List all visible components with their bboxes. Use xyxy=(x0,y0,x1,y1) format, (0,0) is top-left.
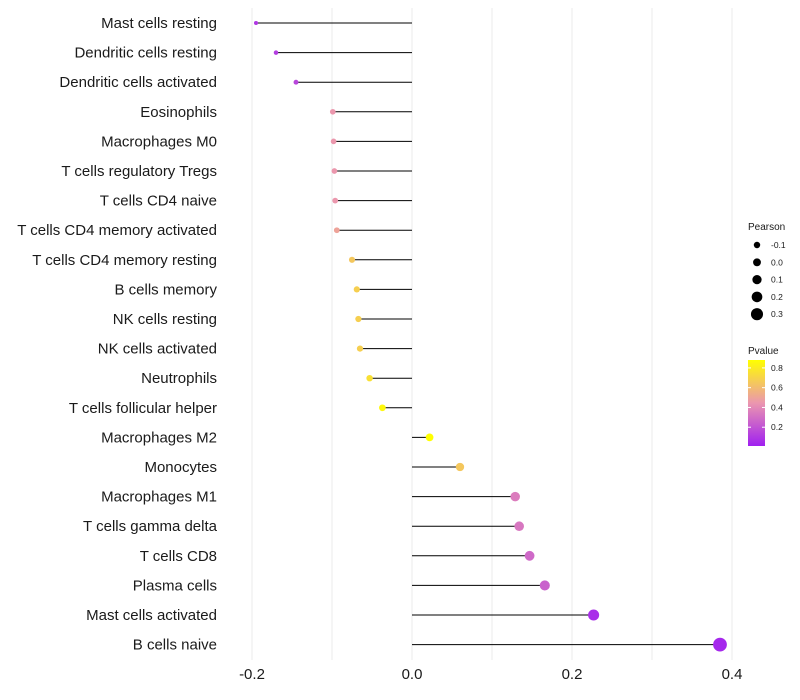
x-tick-label: 0.4 xyxy=(722,666,743,683)
lollipop-point xyxy=(332,197,339,204)
size-legend-key xyxy=(753,241,761,249)
x-tick-label: -0.2 xyxy=(239,666,265,683)
x-tick-label: 0.2 xyxy=(562,666,583,683)
lollipop-point xyxy=(333,227,340,234)
lollipop-point xyxy=(329,108,336,115)
colorbar-label: 0.2 xyxy=(771,422,783,432)
lollipop-point xyxy=(355,315,362,323)
lollipop-point xyxy=(366,374,373,382)
segment-layer xyxy=(256,22,720,646)
category-label: B cells naive xyxy=(133,637,217,654)
y-axis-labels: Mast cells resting Dendritic cells restin… xyxy=(17,15,217,654)
size-legend-label: 0.0 xyxy=(771,257,783,267)
category-label: Dendritic cells activated xyxy=(59,74,217,91)
lollipop-point xyxy=(348,256,356,263)
category-label: NK cells activated xyxy=(98,341,217,358)
lollipop-point xyxy=(713,637,727,652)
category-label: Mast cells resting xyxy=(101,15,217,32)
pvalue-colorbar xyxy=(748,360,765,446)
category-label: Macrophages M0 xyxy=(101,133,217,150)
category-label: Eosinophils xyxy=(140,104,217,121)
category-label: T cells gamma delta xyxy=(83,518,218,535)
x-tick-label: 0.0 xyxy=(402,666,423,683)
category-label: T cells CD8 xyxy=(140,548,217,565)
category-label: T cells CD4 memory resting xyxy=(32,252,217,269)
lollipop-point xyxy=(353,286,360,293)
size-legend-label: 0.1 xyxy=(771,275,783,285)
category-label: B cells memory xyxy=(114,281,217,298)
colorbar-label: 0.4 xyxy=(771,402,783,412)
size-legend-key xyxy=(751,291,763,303)
category-label: NK cells resting xyxy=(113,311,217,328)
lollipop-point xyxy=(588,609,600,621)
category-label: Plasma cells xyxy=(133,577,217,594)
category-label: T cells regulatory Tregs xyxy=(61,163,217,180)
point-layer xyxy=(253,20,727,652)
category-label: Neutrophils xyxy=(141,370,217,387)
lollipop-point xyxy=(253,20,259,26)
size-legend-key xyxy=(752,274,762,285)
lollipop-point xyxy=(539,580,550,591)
size-legend-label: 0.2 xyxy=(771,292,783,302)
category-label: Monocytes xyxy=(144,459,217,476)
colorbar-label: 0.6 xyxy=(771,383,783,393)
lollipop-point xyxy=(273,50,279,55)
x-axis-ticks: -0.2 0.0 0.2 0.4 xyxy=(239,666,742,683)
colorbar-label: 0.8 xyxy=(771,363,783,373)
lollipop-point xyxy=(330,138,337,145)
size-legend-label: -0.1 xyxy=(771,240,786,250)
lollipop-point xyxy=(356,345,364,352)
size-legend-key xyxy=(753,258,761,267)
size-legend-title: Pearson xyxy=(748,222,785,233)
category-label: Mast cells activated xyxy=(86,607,217,624)
lollipop-point xyxy=(331,168,338,174)
category-label: Macrophages M1 xyxy=(101,489,217,506)
lollipop-point xyxy=(514,521,524,531)
color-legend-title: Pvalue xyxy=(748,346,779,357)
size-legend-key xyxy=(750,308,764,321)
legend: Pearson -0.10.00.10.20.3 Pvalue 0.20.40.… xyxy=(748,222,786,446)
lollipop-point xyxy=(510,491,520,502)
category-label: T cells CD4 naive xyxy=(100,193,217,210)
category-label: Dendritic cells resting xyxy=(74,45,217,62)
lollipop-point xyxy=(379,404,386,412)
lollipop-point xyxy=(524,550,535,561)
lollipop-point xyxy=(455,462,465,472)
size-legend-label: 0.3 xyxy=(771,309,783,319)
category-label: T cells CD4 memory activated xyxy=(17,222,217,239)
lollipop-point xyxy=(293,79,299,85)
size-legend: -0.1 0.0 0.1 0.2 0.3 xyxy=(750,240,786,321)
category-label: T cells follicular helper xyxy=(69,400,217,417)
category-label: Macrophages M2 xyxy=(101,429,217,446)
lollipop-point xyxy=(425,433,434,442)
color-legend-ticks: 0.2 0.4 0.6 0.8 xyxy=(748,363,783,432)
grid-layer xyxy=(251,8,733,660)
